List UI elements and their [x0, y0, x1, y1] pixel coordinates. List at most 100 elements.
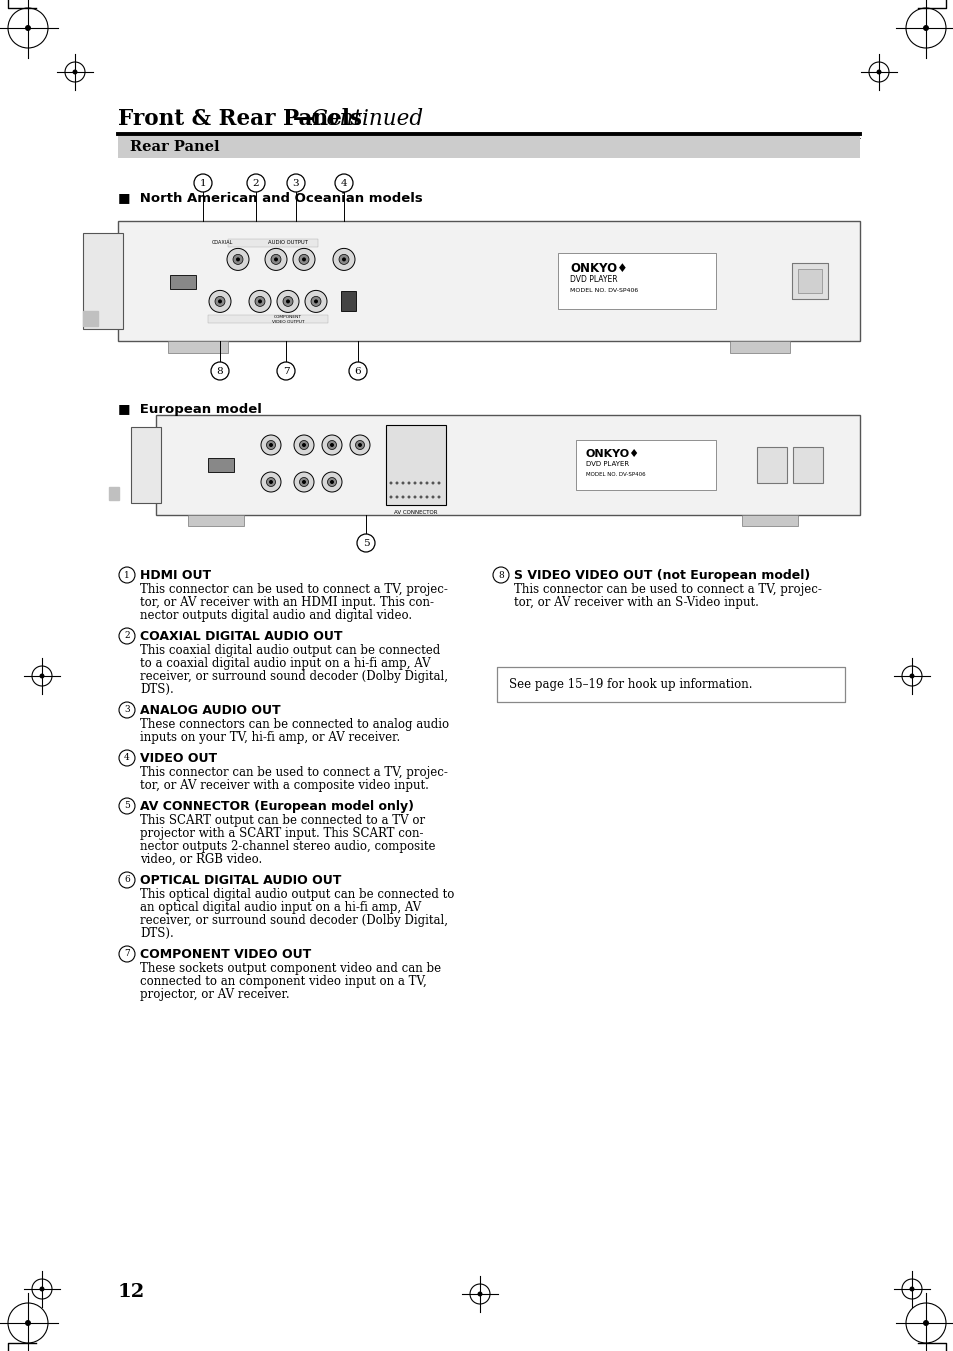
- Text: 2: 2: [124, 631, 130, 640]
- Bar: [576, 440, 716, 490]
- Circle shape: [330, 443, 334, 447]
- Bar: [741, 515, 797, 526]
- Circle shape: [119, 628, 135, 644]
- Text: connected to an component video input on a TV,: connected to an component video input on…: [140, 975, 426, 988]
- Circle shape: [419, 496, 422, 499]
- Text: ANALOG AUDIO OUT: ANALOG AUDIO OUT: [140, 704, 280, 717]
- Circle shape: [247, 174, 265, 192]
- Text: DTS).: DTS).: [140, 684, 173, 696]
- Circle shape: [25, 26, 30, 31]
- Circle shape: [322, 471, 341, 492]
- Text: 2: 2: [253, 178, 259, 188]
- Circle shape: [119, 871, 135, 888]
- Text: 5: 5: [124, 801, 130, 811]
- Circle shape: [39, 674, 45, 678]
- Bar: [792, 447, 822, 484]
- Bar: [386, 426, 446, 505]
- Text: nector outputs digital audio and digital video.: nector outputs digital audio and digital…: [140, 609, 412, 621]
- Text: Continued: Continued: [310, 108, 423, 130]
- Text: 1: 1: [199, 178, 206, 188]
- Text: This connector can be used to connect a TV, projec-: This connector can be used to connect a …: [140, 584, 447, 596]
- Text: COAXIAL: COAXIAL: [212, 240, 233, 246]
- Text: 6: 6: [355, 366, 361, 376]
- Text: 5: 5: [362, 539, 369, 547]
- Circle shape: [276, 290, 298, 312]
- Bar: [156, 415, 859, 515]
- Circle shape: [302, 480, 306, 484]
- Text: AV CONNECTOR: AV CONNECTOR: [394, 509, 437, 515]
- Bar: [228, 239, 317, 247]
- Text: tor, or AV receiver with a composite video input.: tor, or AV receiver with a composite vid…: [140, 780, 429, 792]
- Text: Rear Panel: Rear Panel: [130, 141, 219, 154]
- Text: —: —: [293, 108, 314, 130]
- Text: VIDEO OUT: VIDEO OUT: [140, 753, 217, 765]
- Bar: [83, 232, 123, 330]
- Circle shape: [269, 480, 273, 484]
- Circle shape: [266, 440, 275, 450]
- Circle shape: [257, 300, 262, 304]
- Bar: [340, 292, 355, 311]
- Text: These sockets output component video and can be: These sockets output component video and…: [140, 962, 440, 975]
- Circle shape: [413, 481, 416, 485]
- Circle shape: [266, 477, 275, 486]
- Bar: [208, 458, 233, 471]
- Circle shape: [287, 174, 305, 192]
- Text: inputs on your TV, hi-fi amp, or AV receiver.: inputs on your TV, hi-fi amp, or AV rece…: [140, 731, 400, 744]
- Circle shape: [437, 496, 440, 499]
- Text: 6: 6: [124, 875, 130, 885]
- Circle shape: [274, 258, 277, 261]
- Bar: [188, 515, 244, 526]
- Text: AV CONNECTOR (European model only): AV CONNECTOR (European model only): [140, 800, 414, 813]
- Circle shape: [254, 296, 265, 307]
- Bar: [791, 263, 827, 299]
- Polygon shape: [83, 311, 98, 326]
- Text: 1: 1: [124, 570, 130, 580]
- Bar: [170, 276, 195, 289]
- Circle shape: [477, 1292, 482, 1297]
- Text: projector with a SCART input. This SCART con-: projector with a SCART input. This SCART…: [140, 827, 423, 840]
- Text: This connector can be used to connect a TV, projec-: This connector can be used to connect a …: [514, 584, 821, 596]
- Circle shape: [389, 481, 392, 485]
- Circle shape: [286, 300, 290, 304]
- Text: COMPONENT
VIDEO OUTPUT: COMPONENT VIDEO OUTPUT: [272, 315, 304, 324]
- Circle shape: [298, 254, 309, 265]
- Text: HDMI OUT: HDMI OUT: [140, 569, 211, 582]
- Bar: [118, 222, 859, 340]
- Text: video, or RGB video.: video, or RGB video.: [140, 852, 262, 866]
- Circle shape: [294, 471, 314, 492]
- Circle shape: [341, 258, 346, 261]
- Circle shape: [389, 496, 392, 499]
- Circle shape: [271, 254, 281, 265]
- Circle shape: [322, 435, 341, 455]
- Circle shape: [401, 496, 404, 499]
- Circle shape: [333, 249, 355, 270]
- Circle shape: [265, 249, 287, 270]
- Text: MODEL NO. DV-SP406: MODEL NO. DV-SP406: [569, 288, 638, 293]
- Circle shape: [357, 443, 361, 447]
- Circle shape: [302, 258, 306, 261]
- Text: This optical digital audio output can be connected to: This optical digital audio output can be…: [140, 888, 454, 901]
- Circle shape: [302, 443, 306, 447]
- Circle shape: [276, 362, 294, 380]
- Circle shape: [349, 362, 367, 380]
- Circle shape: [425, 481, 428, 485]
- Circle shape: [119, 750, 135, 766]
- Circle shape: [72, 69, 77, 74]
- Circle shape: [211, 362, 229, 380]
- Text: DVD PLAYER: DVD PLAYER: [585, 461, 628, 467]
- Text: ONKYO♦: ONKYO♦: [569, 262, 627, 276]
- Circle shape: [401, 481, 404, 485]
- Circle shape: [425, 496, 428, 499]
- Text: 3: 3: [124, 705, 130, 715]
- Circle shape: [209, 290, 231, 312]
- Circle shape: [327, 440, 336, 450]
- Circle shape: [119, 703, 135, 717]
- Text: See page 15–19 for hook up information.: See page 15–19 for hook up information.: [509, 678, 752, 690]
- Circle shape: [407, 481, 410, 485]
- Text: MODEL NO. DV-SP406: MODEL NO. DV-SP406: [585, 471, 645, 477]
- Circle shape: [419, 481, 422, 485]
- Text: This coaxial digital audio output can be connected: This coaxial digital audio output can be…: [140, 644, 439, 657]
- Circle shape: [119, 567, 135, 584]
- Text: tor, or AV receiver with an HDMI input. This con-: tor, or AV receiver with an HDMI input. …: [140, 596, 434, 609]
- Text: COMPONENT VIDEO OUT: COMPONENT VIDEO OUT: [140, 948, 311, 961]
